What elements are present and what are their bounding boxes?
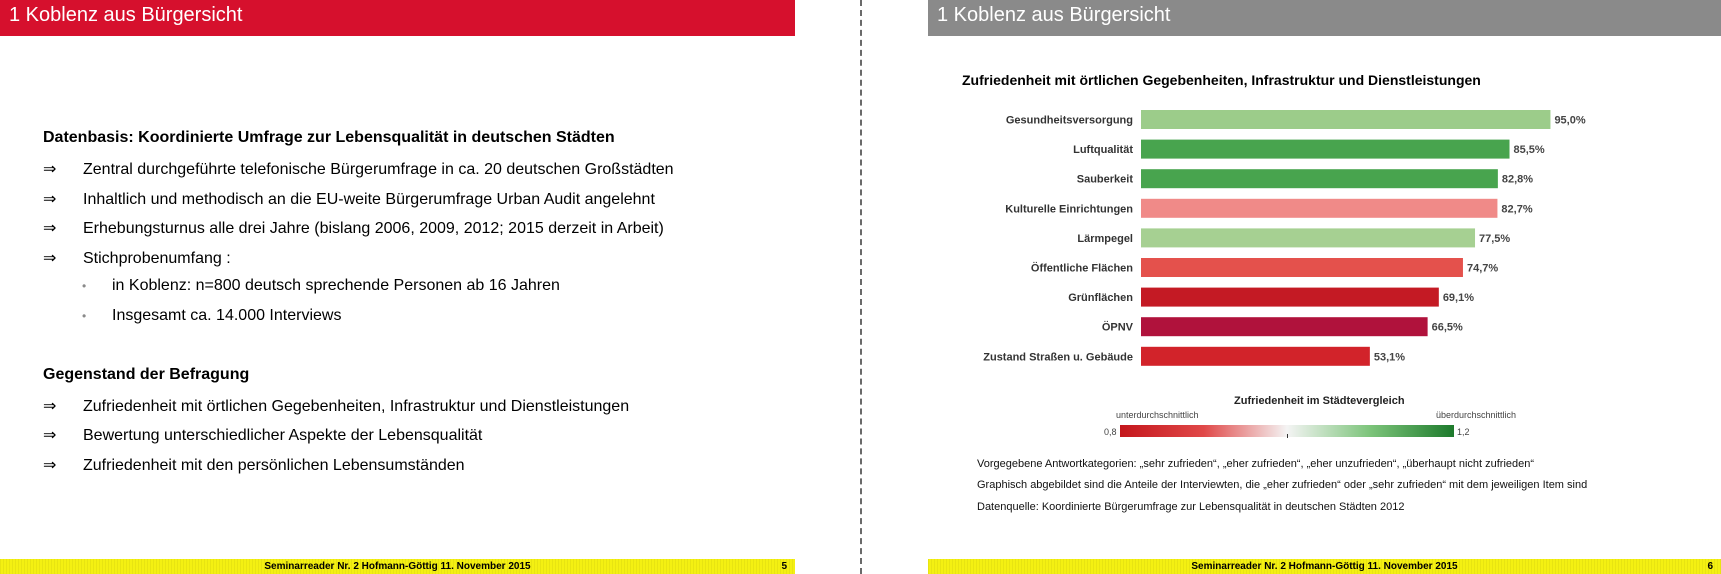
page-divider <box>860 0 862 574</box>
bullet-text: Erhebungsturnus alle drei Jahre (bislang… <box>83 220 664 237</box>
bullet-text: Inhaltlich und methodisch an die EU-weit… <box>83 191 655 208</box>
arrow-icon: ⇒ <box>43 427 57 444</box>
slide-header-title: 1 Koblenz aus Bürgersicht <box>937 4 1171 26</box>
sub-bullet-item: • Insgesamt ca. 14.000 Interviews <box>82 307 341 325</box>
bar <box>1141 198 1498 218</box>
legend-high-label: überdurchschnittlich <box>1436 410 1517 420</box>
bullet-text: Bewertung unterschiedlicher Aspekte der … <box>83 427 483 444</box>
bar-value-label: 82,7% <box>1501 203 1532 215</box>
slide-footer: Seminarreader Nr. 2 Hofmann-Göttig 11. N… <box>0 559 795 574</box>
bar-category-label: ÖPNV <box>1102 321 1134 334</box>
bar-category-label: Gesundheitsversorgung <box>1006 115 1133 127</box>
bar <box>1141 110 1551 129</box>
bullet-text: Zufriedenheit mit den persönlichen Leben… <box>83 457 465 474</box>
bar-value-label: 74,7% <box>1467 263 1498 275</box>
bar <box>1141 228 1476 248</box>
bullet-item: ⇒ Zentral durchgeführte telefonische Bürg… <box>43 159 674 179</box>
arrow-icon: ⇒ <box>43 161 57 178</box>
arrow-icon: ⇒ <box>43 398 57 415</box>
slide-header-title: 1 Koblenz aus Bürgersicht <box>9 4 243 26</box>
bullet-item: ⇒ Zufriedenheit mit örtlichen Gegebenheit… <box>43 396 629 416</box>
section-title-datenbasis: Datenbasis: Koordinierte Umfrage zur Leb… <box>43 129 615 146</box>
bar <box>1141 169 1498 189</box>
slide-footer: Seminarreader Nr. 2 Hofmann-Göttig 11. N… <box>928 559 1721 574</box>
legend-center-tick <box>1287 434 1288 438</box>
bar <box>1141 317 1428 337</box>
footer-text: Seminarreader Nr. 2 Hofmann-Göttig 11. N… <box>264 561 531 572</box>
sub-bullet-text: in Koblenz: n=800 deutsch sprechende Per… <box>112 277 560 294</box>
bar-value-label: 69,1% <box>1443 292 1474 304</box>
page-number: 5 <box>781 561 787 572</box>
slide-5: 1 Koblenz aus Bürgersicht Datenbasis: Ko… <box>0 0 795 574</box>
slide-6: 1 Koblenz aus Bürgersicht Zufriedenheit … <box>928 0 1721 574</box>
sub-bullet-item: • in Koblenz: n=800 deutsch sprechende Pe… <box>82 277 560 295</box>
bar-category-label: Zustand Straßen u. Gebäude <box>983 351 1133 363</box>
bullet-item: ⇒ Stichprobenumfang : <box>43 248 231 268</box>
slide-header: 1 Koblenz aus Bürgersicht <box>928 0 1721 36</box>
bar-category-label: Luftqualität <box>1073 144 1133 156</box>
bar-value-label: 82,8% <box>1502 174 1533 186</box>
bullet-text: Stichprobenumfang : <box>83 250 231 267</box>
bar <box>1141 346 1370 366</box>
footer-text: Seminarreader Nr. 2 Hofmann-Göttig 11. N… <box>1191 561 1458 572</box>
arrow-icon: ⇒ <box>43 457 57 474</box>
bullet-item: ⇒ Erhebungsturnus alle drei Jahre (bislan… <box>43 218 664 238</box>
bar-category-label: Lärmpegel <box>1077 233 1133 245</box>
section-title-gegenstand: Gegenstand der Befragung <box>43 366 250 383</box>
bullet-item: ⇒ Inhaltlich und methodisch an die EU-wei… <box>43 189 655 209</box>
bar <box>1141 258 1463 277</box>
bullet-item: ⇒ Bewertung unterschiedlicher Aspekte der… <box>43 425 482 445</box>
bar-value-label: 53,1% <box>1374 351 1405 363</box>
bar <box>1141 139 1510 159</box>
bar-value-label: 66,5% <box>1432 322 1463 334</box>
note-answer-categories: Vorgegebene Antwortkategorien: „sehr zuf… <box>977 458 1535 470</box>
legend-max-value: 1,2 <box>1457 427 1470 437</box>
bar-value-label: 95,0% <box>1554 115 1585 127</box>
bullet-item: ⇒ Zufriedenheit mit den persönlichen Lebe… <box>43 455 465 475</box>
legend-title: Zufriedenheit im Städtevergleich <box>1234 395 1405 407</box>
legend-gradient-bar <box>1120 425 1454 437</box>
bullet-text: Zufriedenheit mit örtlichen Gegebenheite… <box>83 398 630 415</box>
arrow-icon: ⇒ <box>43 191 57 208</box>
satisfaction-bar-chart: Gesundheitsversorgung 95,0% Luftqualität 85… <box>983 110 1586 366</box>
note-data-source: Datenquelle: Koordinierte Bürgerumfrage … <box>977 501 1405 513</box>
legend-min-value: 0,8 <box>1104 427 1117 437</box>
sub-bullet-text: Insgesamt ca. 14.000 Interviews <box>112 307 342 324</box>
arrow-icon: ⇒ <box>43 250 57 267</box>
dot-icon: • <box>82 279 87 293</box>
note-graphic-description: Graphisch abgebildet sind die Anteile de… <box>977 479 1588 491</box>
page-number: 6 <box>1707 561 1713 572</box>
legend-low-label: unterdurchschnittlich <box>1116 410 1199 420</box>
bullet-text: Zentral durchgeführte telefonische Bürge… <box>83 161 674 178</box>
bar-value-label: 85,5% <box>1514 144 1545 156</box>
bar-category-label: Öffentliche Flächen <box>1031 262 1133 275</box>
arrow-icon: ⇒ <box>43 220 57 237</box>
bar-category-label: Grünflächen <box>1068 292 1133 304</box>
bar-category-label: Sauberkeit <box>1077 174 1134 186</box>
bar-category-label: Kulturelle Einrichtungen <box>1005 203 1133 215</box>
bar-value-label: 77,5% <box>1479 233 1510 245</box>
chart-title: Zufriedenheit mit örtlichen Gegebenheite… <box>962 72 1481 88</box>
slide-header: 1 Koblenz aus Bürgersicht <box>0 0 795 36</box>
bar <box>1141 287 1439 307</box>
dot-icon: • <box>82 309 87 323</box>
